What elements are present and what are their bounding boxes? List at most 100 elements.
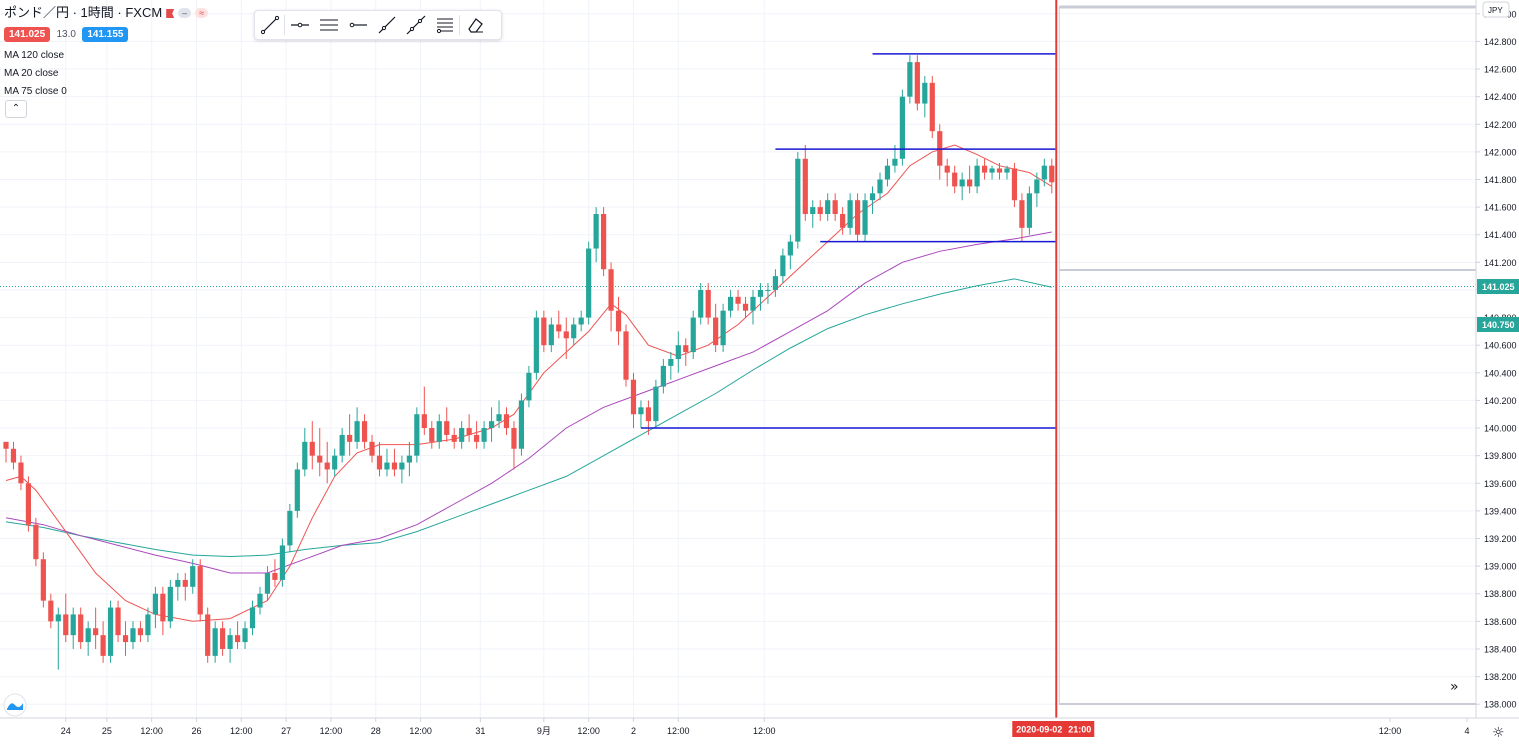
candle: [914, 55, 920, 111]
ma75-legend[interactable]: MA 75 close 0: [4, 86, 67, 97]
candle-body: [481, 428, 487, 442]
time-tick-label: 9月: [537, 726, 551, 736]
candle: [630, 372, 637, 429]
eraser-icon[interactable]: [460, 11, 489, 39]
hide-icon[interactable]: –: [178, 8, 192, 18]
candle-body: [466, 428, 472, 435]
candle: [190, 559, 196, 594]
scroll-to-end-icon[interactable]: »: [1450, 679, 1459, 695]
candle-body: [33, 524, 39, 560]
fib-retracement-icon[interactable]: [430, 11, 459, 39]
price-tick-label: 142.800: [1484, 37, 1517, 47]
candle-body: [3, 441, 9, 449]
extended-line-icon[interactable]: [401, 11, 430, 39]
candle: [160, 586, 166, 636]
horizontal-ray-icon[interactable]: [285, 11, 314, 39]
candle-body: [488, 421, 495, 429]
candle: [466, 414, 472, 442]
ray-icon[interactable]: [372, 11, 401, 39]
candle-body: [750, 296, 756, 311]
candle-body: [10, 448, 17, 463]
price-tick-label: 141.200: [1484, 258, 1517, 268]
candle: [787, 234, 793, 270]
ma120-legend[interactable]: MA 120 close: [4, 50, 65, 61]
candlesticks: [3, 55, 1055, 670]
candle-body: [683, 345, 689, 353]
candle-body: [877, 179, 883, 194]
currency-badge: [1482, 1, 1510, 18]
price-tick-label: 140.400: [1484, 368, 1517, 378]
ma20-legend[interactable]: MA 20 close: [4, 68, 59, 79]
candle: [33, 517, 39, 567]
candle-body: [810, 207, 816, 215]
candle: [459, 421, 465, 449]
time-tick-label: 12:00: [577, 726, 600, 736]
horizontal-line-icon[interactable]: [343, 11, 372, 39]
candle-body: [220, 628, 226, 649]
candle-body: [317, 455, 323, 463]
candle-body: [48, 600, 54, 622]
candle-body: [1034, 179, 1040, 194]
candle: [1019, 193, 1025, 242]
candle: [772, 269, 779, 297]
candle-body: [264, 573, 271, 594]
candle-body: [981, 165, 988, 173]
candle: [85, 621, 91, 656]
candle: [996, 162, 1003, 180]
ask-price-chip[interactable]: 141.155: [82, 27, 129, 42]
candle-body: [1011, 168, 1018, 201]
candle-body: [742, 303, 749, 311]
candle-body: [533, 317, 539, 373]
ma120-line: [5, 278, 1052, 558]
price-tick-label: 142.200: [1484, 120, 1517, 130]
candle-body: [115, 607, 121, 636]
price-tick-label: 139.800: [1484, 451, 1517, 461]
candle: [220, 621, 226, 656]
candle-body: [145, 614, 151, 636]
candle: [339, 428, 345, 463]
current-price-tag: 141.025: [1482, 282, 1515, 292]
parallel-channel-icon[interactable]: [314, 11, 343, 39]
candle: [406, 441, 412, 477]
candle-body: [772, 276, 779, 290]
candle: [952, 165, 958, 194]
candle: [802, 144, 808, 221]
candle: [391, 448, 398, 477]
compare-icon[interactable]: ≈: [195, 8, 209, 18]
price-tick-label: 141.400: [1484, 230, 1517, 240]
candle: [1026, 186, 1032, 235]
candle: [488, 407, 495, 442]
trend-line-icon[interactable]: [255, 11, 284, 39]
chevron-up-icon[interactable]: ⌃: [5, 100, 27, 118]
candle: [257, 586, 263, 615]
candle-body: [63, 614, 69, 636]
chart-legend: ポンド／円 · 1時間 · FXCM – ≈ 141.025 13.0 141.15…: [4, 2, 209, 42]
candle-body: [354, 421, 360, 442]
candle: [526, 365, 532, 408]
candle: [959, 172, 965, 201]
candle-body: [1049, 165, 1055, 183]
price-chips-row: 141.025 13.0 141.155: [4, 26, 208, 42]
candle: [1041, 158, 1047, 187]
candle: [675, 331, 681, 373]
candle-body: [892, 158, 898, 166]
candle: [944, 158, 950, 187]
candle-body: [727, 296, 734, 311]
candle-body: [526, 372, 532, 401]
candle: [817, 200, 823, 221]
candle: [3, 441, 9, 463]
candle-body: [234, 635, 241, 643]
candle-body: [503, 414, 510, 429]
chart-grid: [0, 0, 1476, 718]
symbol-title[interactable]: ポンド／円 · 1時間 · FXCM: [4, 5, 163, 20]
candle-body: [391, 462, 398, 470]
candle-body: [825, 200, 831, 215]
candle: [496, 400, 502, 429]
horizontal-level-lines: [640, 53, 1057, 429]
bid-price-chip[interactable]: 141.025: [4, 27, 51, 42]
candle: [907, 55, 913, 104]
candle-body: [795, 158, 801, 242]
settings-gear-icon[interactable]: ☼: [1492, 725, 1505, 741]
candle-body: [384, 462, 390, 470]
